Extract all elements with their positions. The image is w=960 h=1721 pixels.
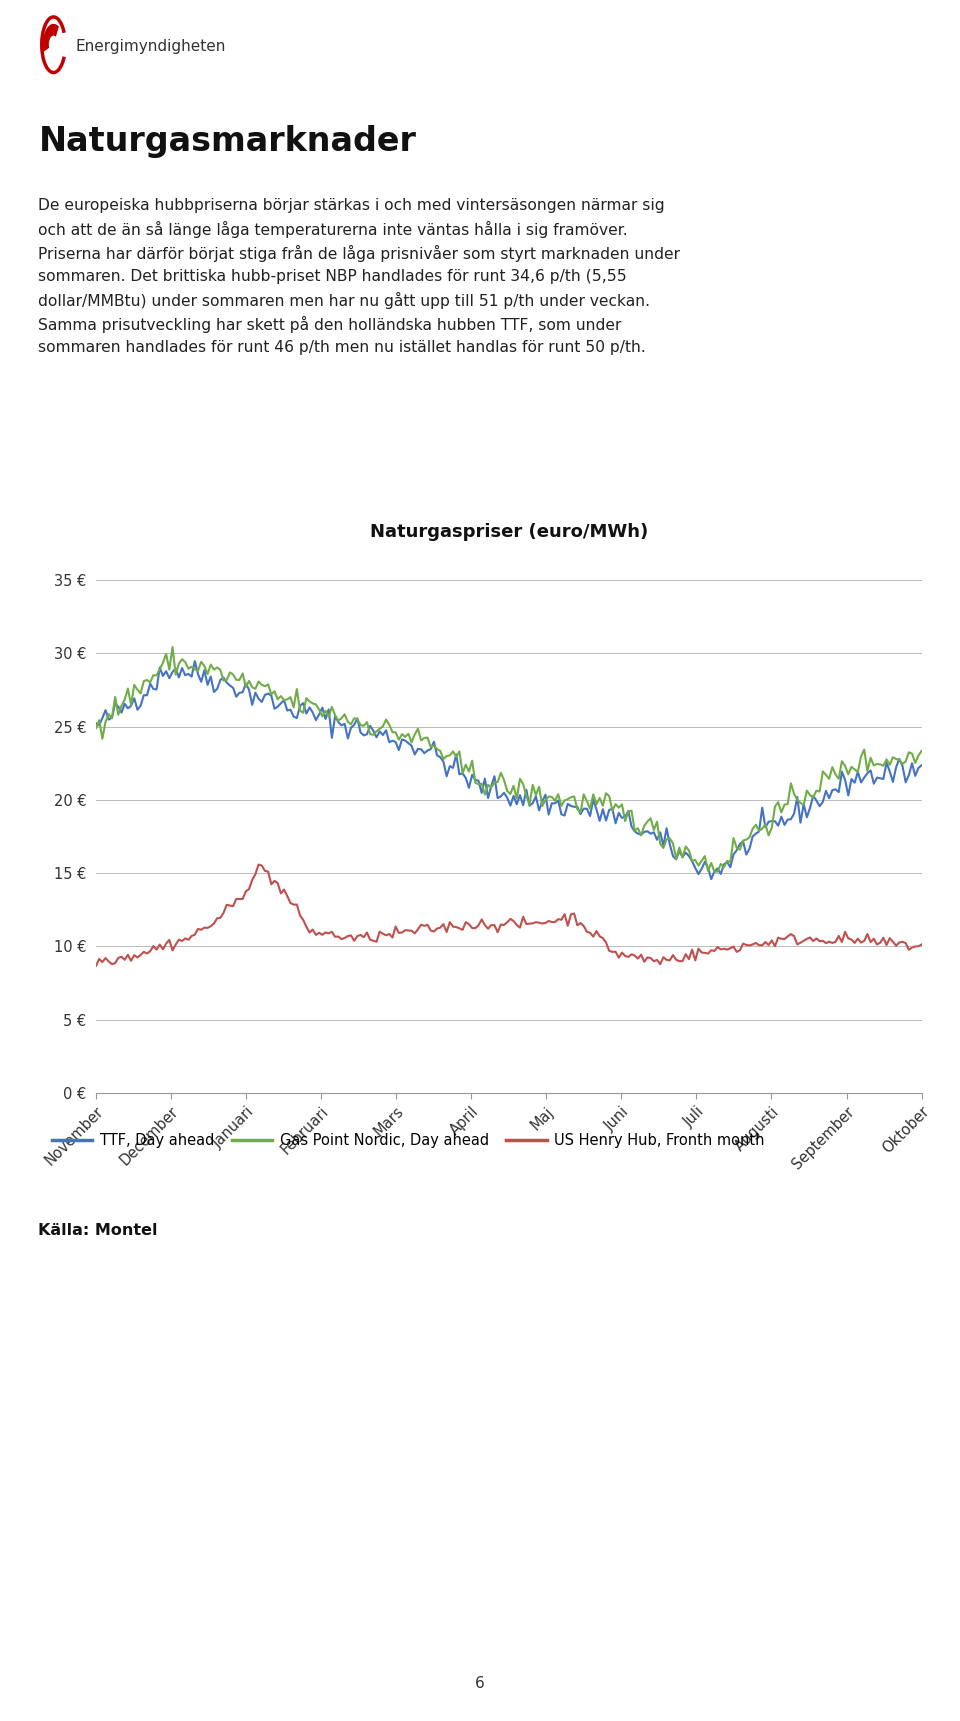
Text: Naturgasmarknader: Naturgasmarknader: [38, 126, 417, 158]
Text: Energimyndigheten: Energimyndigheten: [76, 38, 226, 53]
Text: 6: 6: [475, 1676, 485, 1690]
Text: De europeiska hubbpriserna börjar stärkas i och med vintersäsongen närmar sig
oc: De europeiska hubbpriserna börjar stärka…: [38, 198, 681, 355]
Legend: TTF, Day ahead, Gas Point Nordic, Day ahead, US Henry Hub, Fronth month: TTF, Day ahead, Gas Point Nordic, Day ah…: [46, 1127, 771, 1153]
Text: Källa: Montel: Källa: Montel: [38, 1224, 157, 1237]
Wedge shape: [43, 24, 59, 52]
Title: Naturgaspriser (euro/MWh): Naturgaspriser (euro/MWh): [370, 523, 648, 540]
